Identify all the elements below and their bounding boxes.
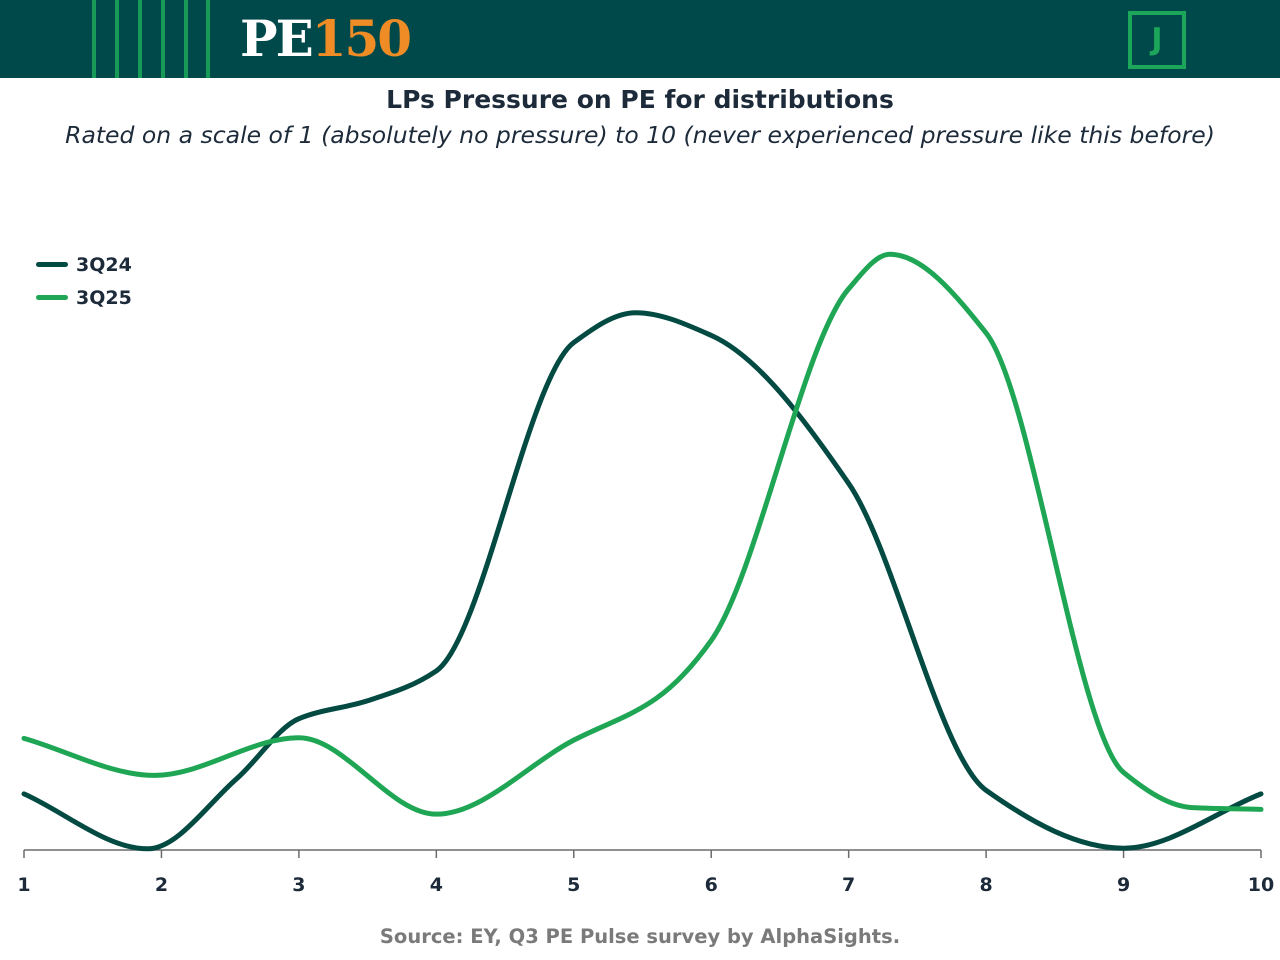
x-tick-label-9: 9 <box>1117 874 1130 896</box>
chart-legend: 3Q24 3Q25 <box>36 248 132 314</box>
header-banner: PE150 J <box>0 0 1280 78</box>
x-tick-label-7: 7 <box>842 874 855 896</box>
x-tick-label-3: 3 <box>292 874 305 896</box>
source-note: Source: EY, Q3 PE Pulse survey by AlphaS… <box>379 925 901 948</box>
j-badge-icon: J <box>1128 11 1186 69</box>
legend-swatch-3q24 <box>36 262 68 267</box>
series-line-3q25 <box>21 251 1264 817</box>
x-tick-label-1: 1 <box>17 874 30 896</box>
x-tick-label-2: 2 <box>155 874 168 896</box>
x-tick-label-5: 5 <box>567 874 580 896</box>
pe150-logo: PE150 <box>240 9 412 68</box>
x-tick-label-6: 6 <box>705 874 718 896</box>
header-stripes <box>92 0 212 78</box>
legend-swatch-3q25 <box>36 295 68 300</box>
x-tick-label-10: 10 <box>1248 874 1274 896</box>
chart-title: LPs Pressure on PE for distributions <box>386 85 894 114</box>
x-tick-label-8: 8 <box>979 874 992 896</box>
series-line-3q24 <box>21 310 1264 852</box>
chart-subtitle: Rated on a scale of 1 (absolutely no pre… <box>65 121 1215 149</box>
legend-item-3q24: 3Q24 <box>36 248 132 281</box>
legend-label-3q25: 3Q25 <box>76 286 132 309</box>
legend-item-3q25: 3Q25 <box>36 281 132 314</box>
x-tick-label-4: 4 <box>430 874 443 896</box>
legend-label-3q24: 3Q24 <box>76 253 132 276</box>
